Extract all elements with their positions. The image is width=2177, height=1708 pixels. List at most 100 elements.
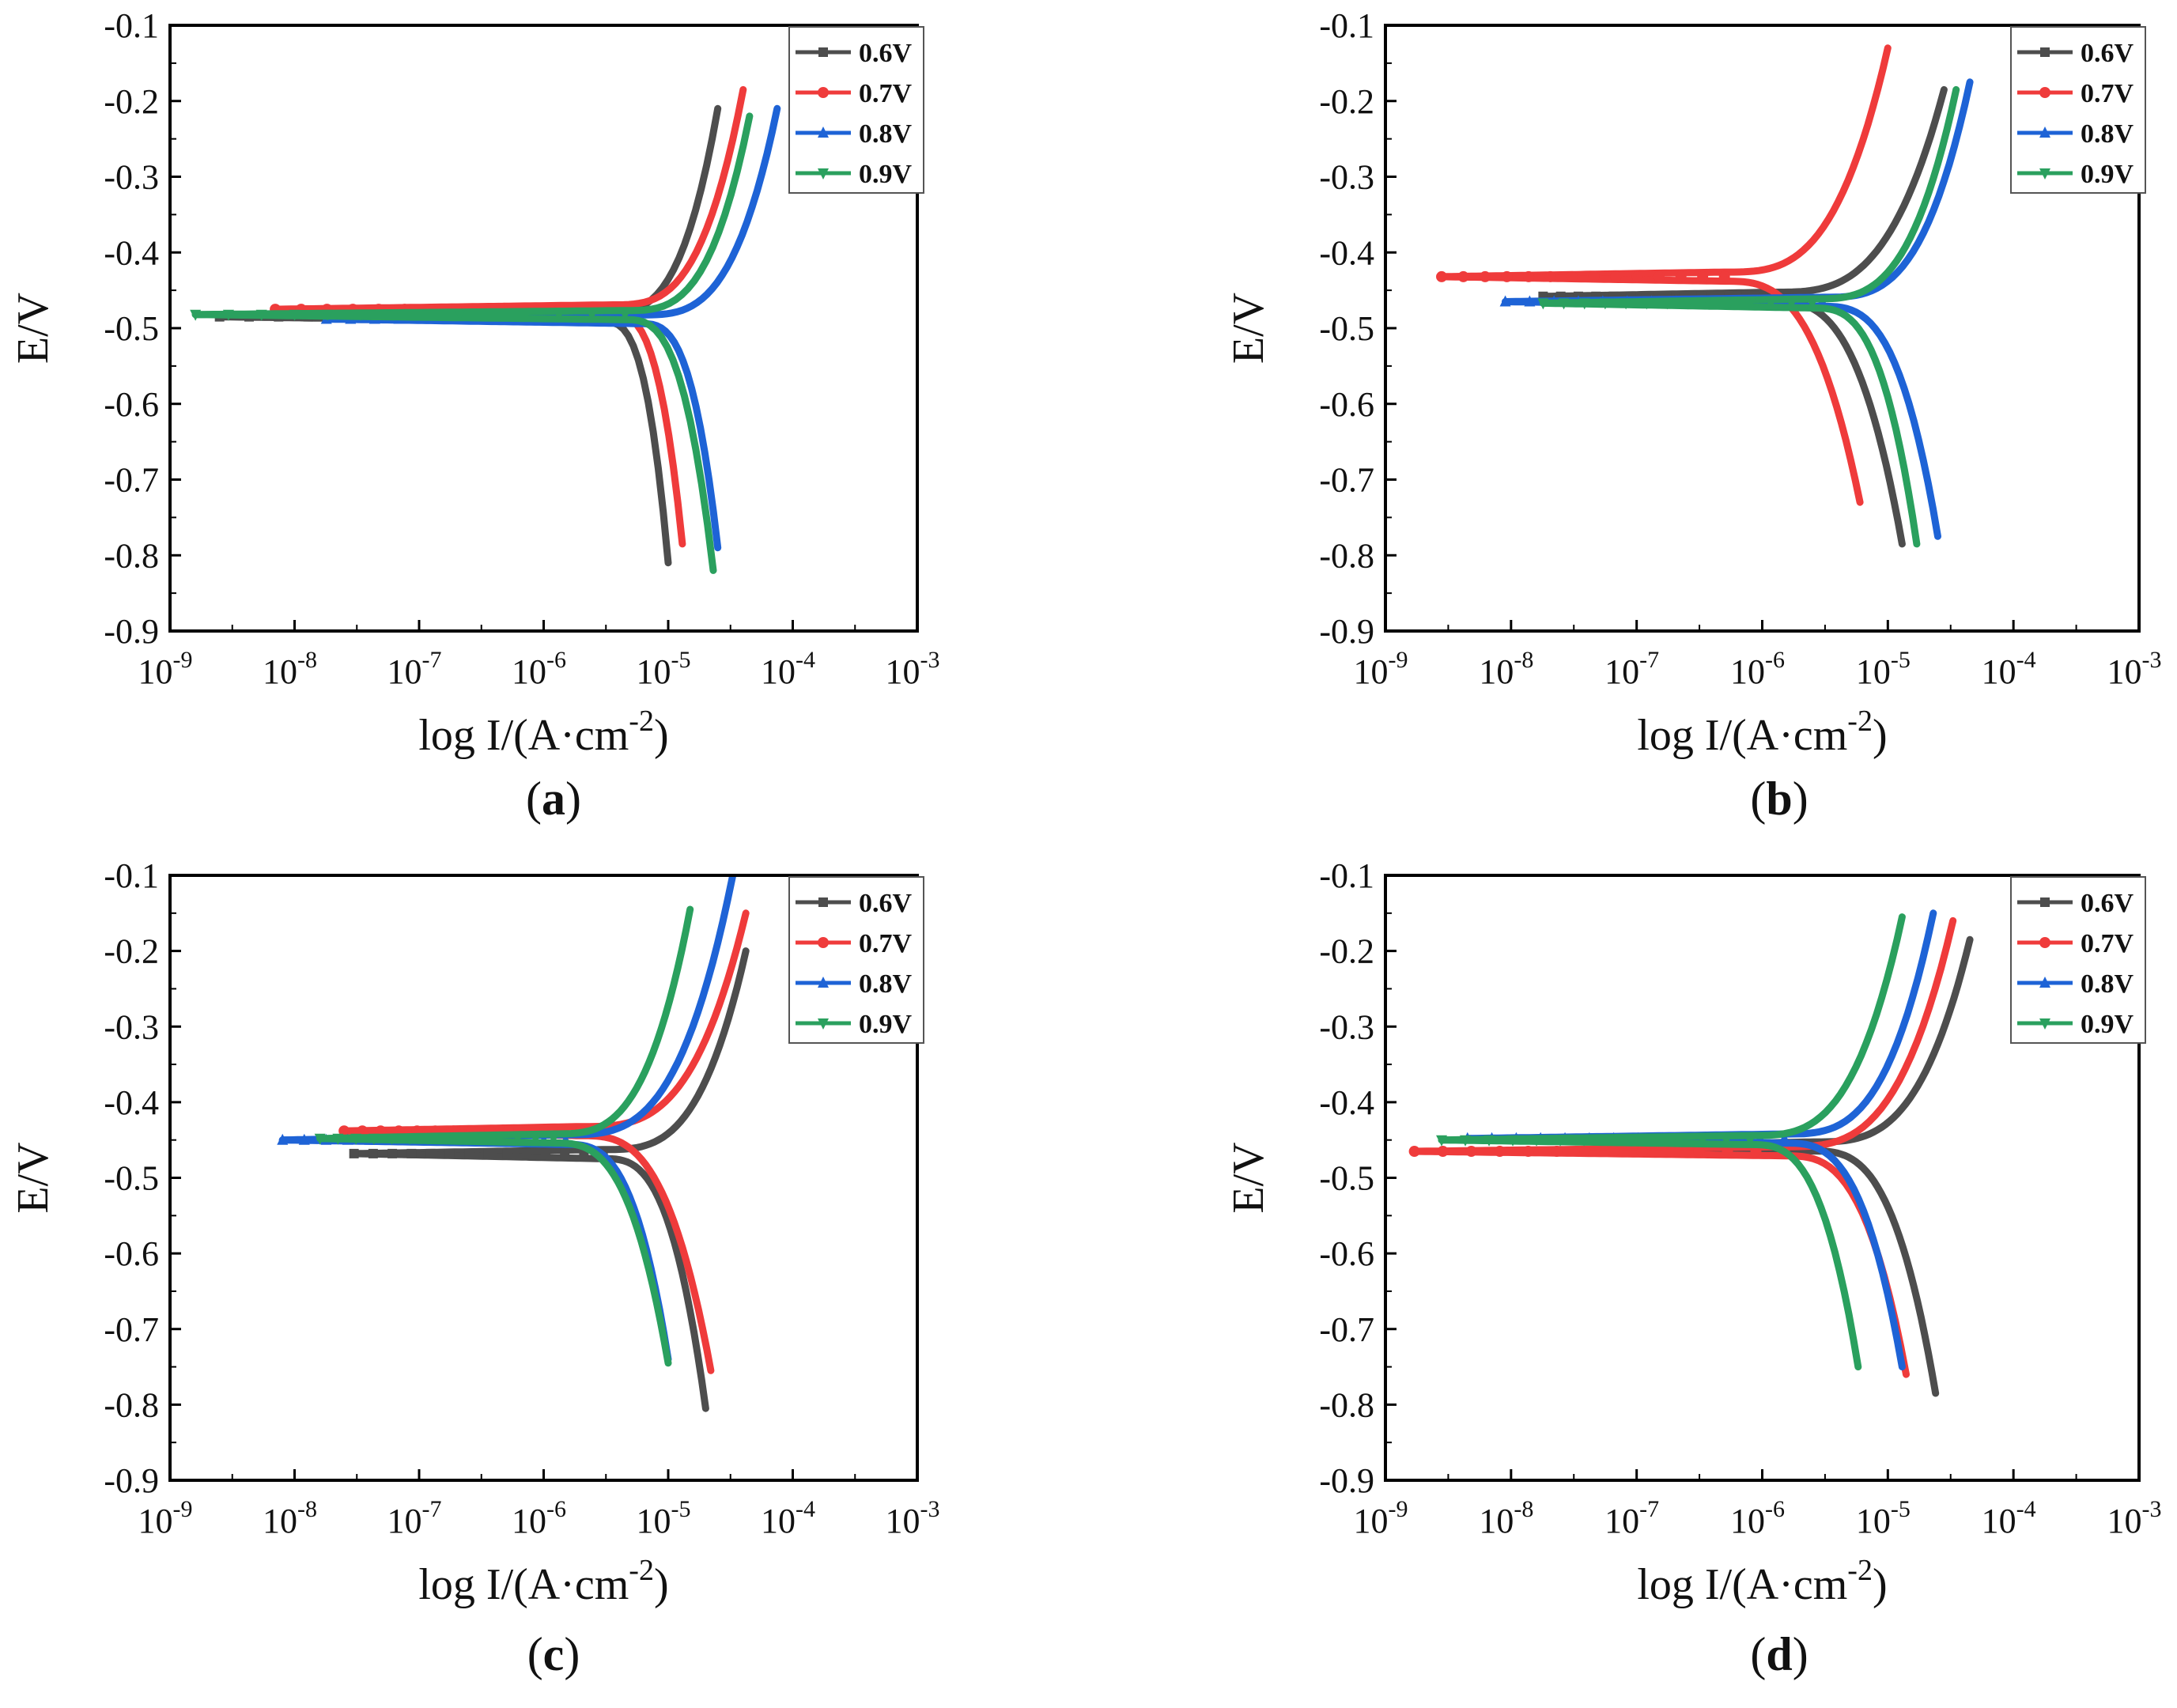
legend: 0.6V 0.7V 0.8V 0.9V bbox=[788, 26, 924, 194]
data-point-0.9V bbox=[404, 1133, 416, 1145]
data-point-0.7V bbox=[1718, 270, 1730, 282]
legend-marker-0.6V bbox=[818, 47, 828, 57]
data-point-0.9V bbox=[1578, 1135, 1590, 1147]
data-point-0.7V bbox=[1722, 1146, 1733, 1158]
y-tick-label: -0.9 bbox=[104, 612, 159, 651]
data-point-0.9V bbox=[1697, 1135, 1709, 1147]
y-tick-label: -0.7 bbox=[1319, 1310, 1374, 1349]
data-point-0.9V bbox=[1723, 298, 1735, 310]
data-point-0.7V bbox=[1544, 270, 1556, 282]
data-point-0.9V bbox=[1806, 298, 1818, 310]
x-tick-label: 10-5 bbox=[1856, 1496, 1911, 1540]
panel-caption: (a) bbox=[526, 773, 581, 825]
data-point-0.9V bbox=[476, 1133, 488, 1145]
panel-c: -0.9 -0.8 -0.7 -0.6 -0.5 -0.4 -0.3 -0.2 -0.1 10-9… bbox=[9, 856, 940, 1680]
x-axis-title: log I/(A·cm-2) bbox=[418, 705, 668, 760]
data-point-0.9V bbox=[222, 309, 234, 321]
x-tick-label: 10-7 bbox=[1604, 1496, 1659, 1540]
y-tick-label: -0.8 bbox=[104, 1385, 159, 1424]
data-point-0.9V bbox=[586, 309, 598, 321]
x-tick-label: 10-5 bbox=[1856, 647, 1911, 691]
data-point-0.8V bbox=[1524, 295, 1536, 307]
y-tick-label: -0.4 bbox=[1319, 233, 1374, 272]
x-tick-label: 10-8 bbox=[1479, 1496, 1533, 1540]
data-point-0.9V bbox=[1483, 1135, 1495, 1147]
data-point-0.9V bbox=[355, 309, 367, 321]
panel-b: -0.9 -0.8 -0.7 -0.6 -0.5 -0.4 -0.3 -0.2 -0.1 10-9… bbox=[1224, 6, 2162, 825]
legend-box bbox=[788, 26, 924, 194]
data-point-0.7V bbox=[1501, 270, 1513, 282]
y-tick-label: -0.6 bbox=[104, 1234, 159, 1273]
y-tick-label: -0.8 bbox=[104, 536, 159, 575]
data-point-0.9V bbox=[1661, 298, 1673, 310]
data-point-0.9V bbox=[458, 1133, 470, 1145]
legend-marker-0.9V bbox=[2039, 168, 2050, 179]
y-tick-label: -0.9 bbox=[1319, 612, 1374, 651]
data-point-0.9V bbox=[1682, 298, 1694, 310]
x-tick-label: 10-4 bbox=[761, 1496, 815, 1540]
series-group bbox=[277, 875, 750, 1412]
data-point-0.7V bbox=[1523, 270, 1535, 282]
data-point-0.7V bbox=[1408, 1146, 1420, 1158]
legend-marker-0.9V bbox=[818, 168, 829, 179]
x-axis-title: log I/(A·cm-2) bbox=[1637, 705, 1887, 760]
data-point-0.7V bbox=[1522, 1146, 1534, 1158]
data-point-0.9V bbox=[1537, 298, 1549, 310]
data-point-0.7V bbox=[1631, 270, 1643, 282]
y-tick-label: -0.5 bbox=[1319, 1159, 1374, 1198]
data-point-0.9V bbox=[1436, 1135, 1448, 1147]
y-tick-label: -0.8 bbox=[1319, 1385, 1374, 1424]
data-point-0.6V bbox=[464, 1148, 474, 1158]
data-point-0.9V bbox=[314, 1133, 326, 1145]
data-point-0.6V bbox=[502, 1148, 512, 1158]
y-tick-label: -0.7 bbox=[104, 461, 159, 500]
x-tick-label: 10-9 bbox=[138, 1496, 193, 1540]
legend-marker-0.6V bbox=[2040, 897, 2050, 907]
plot-frame bbox=[168, 24, 919, 633]
x-tick-label: 10-3 bbox=[2107, 647, 2162, 691]
legend-marker-0.9V bbox=[818, 1018, 829, 1030]
data-point-0.9V bbox=[1744, 1135, 1756, 1147]
legend-label-0.8V: 0.8V bbox=[859, 969, 913, 999]
y-tick-label: -0.2 bbox=[104, 82, 159, 121]
legend-marker-0.8V bbox=[2039, 977, 2050, 988]
legend-label-0.8V: 0.8V bbox=[2081, 969, 2134, 999]
y-tick-label: -0.5 bbox=[104, 1159, 159, 1198]
legend-box bbox=[2010, 26, 2146, 194]
y-tick-label: -0.3 bbox=[1319, 1007, 1374, 1046]
x-tick-label: 10-8 bbox=[1479, 647, 1533, 691]
legend-box bbox=[2010, 876, 2146, 1044]
x-tick-label: 10-4 bbox=[761, 647, 815, 691]
data-point-0.9V bbox=[289, 309, 300, 321]
legend-label-0.6V: 0.6V bbox=[2081, 39, 2134, 68]
y-axis-title: E/V bbox=[9, 1142, 58, 1213]
data-point-0.6V bbox=[425, 1148, 436, 1158]
data-point-0.9V bbox=[1555, 1135, 1567, 1147]
data-point-0.7V bbox=[1665, 1146, 1676, 1158]
legend-marker-0.7V bbox=[2039, 937, 2050, 948]
legend-marker-0.7V bbox=[818, 937, 829, 948]
legend-marker-0.6V bbox=[818, 897, 828, 907]
y-tick-label: -0.1 bbox=[104, 856, 159, 895]
x-tick-label: 10-3 bbox=[2107, 1496, 2162, 1540]
data-point-0.9V bbox=[386, 1133, 398, 1145]
plot-frame bbox=[168, 874, 919, 1482]
data-point-0.9V bbox=[1531, 1135, 1543, 1147]
data-point-0.9V bbox=[1744, 298, 1756, 310]
data-point-0.6V bbox=[540, 1148, 550, 1158]
x-tick-label: 10-7 bbox=[1604, 647, 1659, 691]
y-tick-label: -0.9 bbox=[1319, 1461, 1374, 1500]
data-point-0.7V bbox=[1750, 1146, 1762, 1158]
legend: 0.6V 0.7V 0.8V 0.9V bbox=[2010, 876, 2146, 1044]
data-point-0.7V bbox=[1608, 1146, 1620, 1158]
y-axis-title: E/V bbox=[1224, 1142, 1273, 1213]
data-point-0.9V bbox=[520, 309, 532, 321]
data-point-0.7V bbox=[1551, 1146, 1563, 1158]
data-point-0.9V bbox=[454, 309, 466, 321]
data-point-0.9V bbox=[1673, 1135, 1685, 1147]
x-tick-label: 10-7 bbox=[387, 647, 442, 691]
data-point-0.6V bbox=[368, 1148, 378, 1158]
y-tick-label: -0.9 bbox=[104, 1461, 159, 1500]
